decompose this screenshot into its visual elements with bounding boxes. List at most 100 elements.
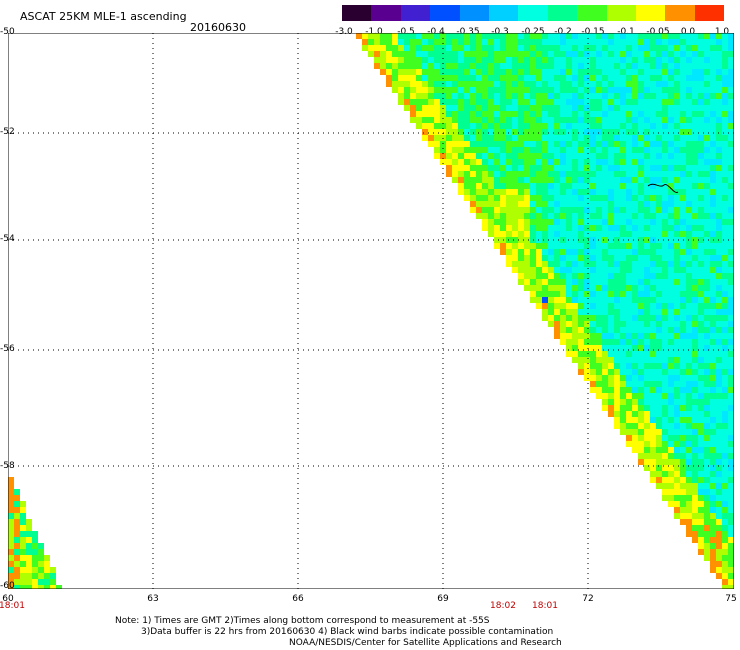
swath-cell [578,81,584,87]
swath-cell [698,135,704,141]
swath-cell [662,219,668,225]
swath-cell [434,63,440,69]
swath-cell [458,39,464,45]
swath-cell [506,81,512,87]
swath-cell [662,249,668,255]
swath-cell [728,465,734,471]
swath-cell [716,531,722,537]
swath-cell [650,291,656,297]
swath-cell [626,273,632,279]
swath-cell [698,519,704,525]
swath-cell [668,129,674,135]
swath-cell [500,123,506,129]
swath-cell [554,297,560,303]
swath-cell [638,459,644,465]
swath-cell [566,219,572,225]
swath-cell [674,207,680,213]
swath-cell [452,105,458,111]
swath-cell [728,261,734,267]
swath-cell [656,219,662,225]
swath-cell [680,87,686,93]
swath-cell [602,231,608,237]
swath-cell [428,129,434,135]
swath-cell [686,111,692,117]
swath-cell [710,435,716,441]
swath-cell [632,99,638,105]
swath-cell [710,153,716,159]
swath-cell [602,93,608,99]
swath-cell [584,291,590,297]
swath-cell [506,195,512,201]
swath-cell [722,471,728,477]
swath-cell [692,339,698,345]
swath-cell [566,99,572,105]
swath-cell [554,87,560,93]
swath-cell [674,39,680,45]
swath-cell [404,87,410,93]
swath-cell [374,63,380,69]
swath-cell [722,273,728,279]
swath-cell [692,429,698,435]
swath-cell [614,81,620,87]
swath-cell [602,261,608,267]
swath-cell [692,309,698,315]
swath-cell [458,141,464,147]
swath-cell [446,75,452,81]
swath-cell [626,315,632,321]
swath-cell [392,39,398,45]
swath-cell [698,441,704,447]
swath-cell [584,39,590,45]
swath-cell [698,153,704,159]
swath-cell [602,45,608,51]
swath-cell [494,51,500,57]
swath-cell [638,447,644,453]
swath-cell [728,105,734,111]
swath-cell [638,339,644,345]
swath-cell [680,351,686,357]
swath-cell [386,81,392,87]
swath-cell [644,75,650,81]
swath-cell [494,237,500,243]
swath-cell [608,183,614,189]
swath-cell [530,219,536,225]
swath-cell [416,39,422,45]
swath-cell [554,189,560,195]
swath-cell [668,51,674,57]
swath-cell [518,177,524,183]
swath-cell [602,339,608,345]
swath-cell [554,39,560,45]
swath-cell [668,411,674,417]
swath-cell [578,141,584,147]
swath-cell [698,105,704,111]
swath-cell [26,519,32,525]
swath-cell [584,141,590,147]
swath-cell [392,33,398,39]
swath-cell [566,57,572,63]
swath-cell [674,135,680,141]
swath-cell [710,249,716,255]
swath-cell [698,81,704,87]
swath-cell [518,69,524,75]
swath-cell [632,189,638,195]
swath-cell [632,375,638,381]
swath-cell [638,63,644,69]
swath-cell [632,39,638,45]
swath-cell [20,525,26,531]
swath-cell [722,129,728,135]
swath-cell [590,153,596,159]
swath-cell [530,201,536,207]
swath-cell [584,201,590,207]
swath-cell [470,39,476,45]
swath-cell [692,177,698,183]
swath-cell [686,375,692,381]
swath-cell [680,513,686,519]
swath-cell [608,147,614,153]
swath-cell [548,285,554,291]
swath-cell [644,381,650,387]
swath-cell [560,165,566,171]
swath-cell [698,489,704,495]
swath-cell [56,585,62,589]
swath-cell [722,453,728,459]
swath-cell [548,45,554,51]
swath-cell [512,51,518,57]
